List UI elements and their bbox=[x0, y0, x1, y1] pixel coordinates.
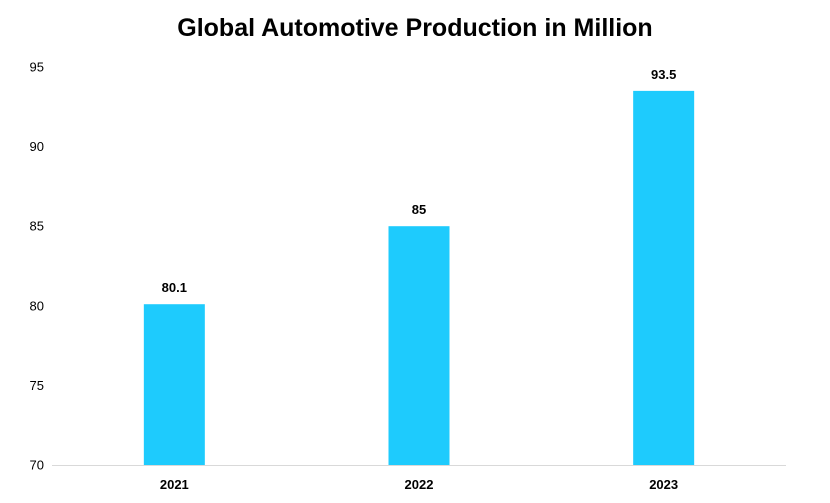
plot-area: 80.1 85 93.5 bbox=[143, 67, 695, 465]
y-tick-label: 75 bbox=[30, 378, 44, 393]
chart-title: Global Automotive Production in Million bbox=[177, 14, 653, 42]
y-tick-label: 95 bbox=[30, 60, 44, 75]
data-label-2021: 80.1 bbox=[162, 280, 187, 295]
x-tick-label: 2022 bbox=[405, 477, 434, 492]
y-axis: 70 75 80 85 90 95 bbox=[30, 60, 44, 473]
bar-2023 bbox=[633, 90, 695, 465]
y-tick-label: 70 bbox=[30, 458, 44, 473]
data-label-2022: 85 bbox=[412, 202, 426, 217]
x-axis: 2021 2022 2023 bbox=[160, 477, 678, 492]
y-tick-label: 85 bbox=[30, 219, 44, 234]
y-tick-label: 80 bbox=[30, 298, 44, 313]
bar-2021 bbox=[143, 304, 205, 465]
x-tick-label: 2021 bbox=[160, 477, 189, 492]
data-label-2023: 93.5 bbox=[651, 67, 676, 82]
bar-2022 bbox=[388, 226, 450, 465]
x-tick-label: 2023 bbox=[649, 477, 678, 492]
y-tick-label: 90 bbox=[30, 139, 44, 154]
